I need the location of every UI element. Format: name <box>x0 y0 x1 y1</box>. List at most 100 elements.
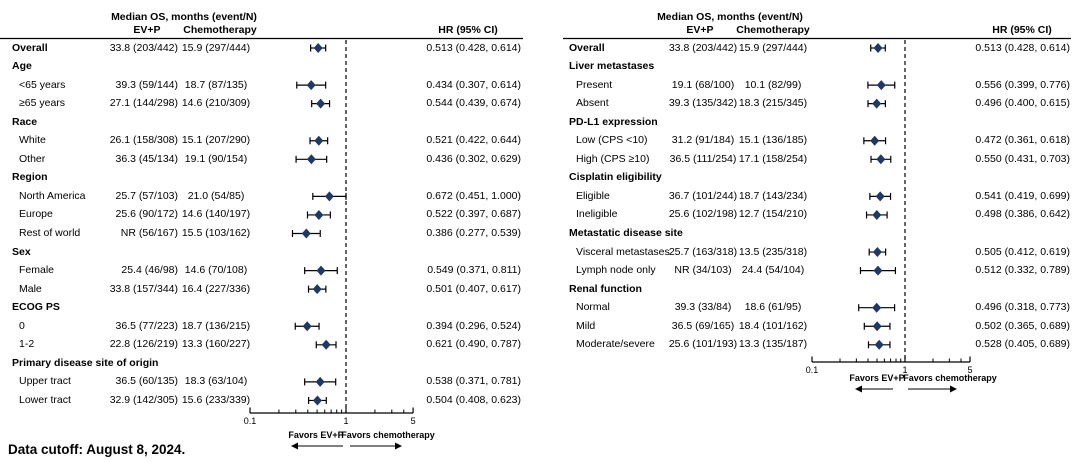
chemo-value: 18.7 (143/234) <box>738 189 808 202</box>
hr-diamond <box>312 395 322 406</box>
chemo-value: 16.4 (227/336) <box>181 282 251 295</box>
forest-panel-right: Median OS, months (event/N) EV+P Chemother… <box>540 0 1080 463</box>
chemo-value: 10.1 (82/99) <box>744 78 802 91</box>
hr-ci-value: 0.513 (0.428, 0.614) <box>426 41 521 54</box>
hr-marker <box>307 284 327 295</box>
chemo-value: 15.1 (207/290) <box>181 134 251 147</box>
evp-value: 31.2 (91/184) <box>671 134 735 147</box>
axis-tick-label: 0.1 <box>805 364 819 375</box>
hr-diamond <box>312 284 322 295</box>
hr-diamond <box>314 135 324 146</box>
row-label: Female <box>19 264 55 277</box>
evp-value: 36.5 (60/135) <box>115 375 178 388</box>
evp-value: 36.3 (45/134) <box>115 152 178 165</box>
hr-ci-value: 0.496 (0.318, 0.773) <box>975 301 1070 314</box>
hr-marker <box>295 154 328 165</box>
hr-diamond <box>872 98 882 109</box>
hr-diamond <box>315 376 325 387</box>
hr-ci-value: 0.528 (0.405, 0.689) <box>975 338 1070 351</box>
hr-marker <box>869 191 892 202</box>
evp-value: 22.8 (126/219) <box>109 338 178 351</box>
hr-marker <box>863 321 891 332</box>
hr-ci-value: 0.521 (0.422, 0.644) <box>426 134 521 147</box>
evp-value: 25.6 (90/172) <box>115 208 178 221</box>
favors-right-label: Favors chemotherapy <box>341 429 435 440</box>
row-label: ≥65 years <box>19 97 66 110</box>
row-label: Overall <box>569 41 605 54</box>
row-label: Europe <box>19 208 53 221</box>
hr-diamond <box>306 80 316 91</box>
hr-marker <box>315 339 337 350</box>
hr-ci-value: 0.513 (0.428, 0.614) <box>975 41 1070 54</box>
chemo-value: 14.6 (140/197) <box>181 208 251 221</box>
evp-value: 26.1 (158/308) <box>109 134 178 147</box>
col-header-evp: EV+P <box>133 24 161 36</box>
row-label: Liver metastases <box>569 60 655 73</box>
hr-ci-value: 0.538 (0.371, 0.781) <box>426 375 521 388</box>
hr-marker <box>306 209 331 220</box>
hr-ci-value: 0.541 (0.419, 0.699) <box>975 189 1070 202</box>
row-label: 1-2 <box>19 338 35 351</box>
evp-value: 32.9 (142/305) <box>109 393 178 406</box>
chemo-value: 18.7 (136/215) <box>181 319 251 332</box>
hr-diamond <box>872 302 882 313</box>
hr-diamond <box>872 209 882 220</box>
chemo-value: 18.6 (61/95) <box>744 301 802 314</box>
row-label: Eligible <box>576 189 610 202</box>
chemo-value: 19.1 (90/154) <box>184 152 248 165</box>
evp-value: 36.7 (101/244) <box>668 189 738 202</box>
axis-tick-label: 0.1 <box>243 415 257 426</box>
hr-marker <box>310 43 327 53</box>
axis-tick-label: 5 <box>967 364 973 375</box>
chemo-value: 14.6 (70/108) <box>184 264 248 277</box>
hr-ci-value: 0.549 (0.371, 0.811) <box>427 264 521 277</box>
evp-value: 36.5 (77/223) <box>115 319 178 332</box>
row-label: Renal function <box>569 282 642 295</box>
hr-marker <box>304 265 338 276</box>
evp-value: 39.3 (59/144) <box>115 78 178 91</box>
hr-diamond <box>873 43 883 53</box>
hr-ci-value: 0.386 (0.277, 0.539) <box>426 227 521 239</box>
evp-value: 33.8 (157/344) <box>109 282 178 295</box>
row-label: Metastatic disease site <box>569 227 683 239</box>
hr-ci-value: 0.436 (0.302, 0.629) <box>426 152 521 165</box>
row-label: Overall <box>12 41 48 54</box>
arrow-left-icon <box>291 442 298 450</box>
row-label: Rest of world <box>19 227 81 239</box>
row-label: Low (CPS <10) <box>576 134 648 147</box>
arrow-left-icon <box>855 385 862 393</box>
hr-marker <box>867 339 891 350</box>
hr-marker <box>312 191 347 202</box>
row-label: <65 years <box>19 78 66 91</box>
chemo-value: 13.3 (160/227) <box>181 338 251 351</box>
row-label: Age <box>12 60 32 73</box>
hr-ci-value: 0.472 (0.361, 0.618) <box>975 134 1070 147</box>
row-label: Other <box>19 152 46 165</box>
row-label: North America <box>19 189 86 202</box>
hr-ci-value: 0.394 (0.296, 0.524) <box>426 319 521 332</box>
chemo-value: 12.7 (154/210) <box>738 208 808 221</box>
hr-diamond <box>324 191 334 202</box>
hr-ci-value: 0.672 (0.451, 1.000) <box>426 189 521 202</box>
chemo-value: 18.3 (63/104) <box>184 375 248 388</box>
hr-ci-value: 0.512 (0.332, 0.789) <box>975 264 1070 277</box>
hr-diamond <box>302 321 312 332</box>
chemo-value: 15.5 (103/162) <box>181 227 251 239</box>
hr-ci-value: 0.502 (0.365, 0.689) <box>975 319 1070 332</box>
evp-value: NR (34/103) <box>674 264 732 277</box>
chemo-value: 17.1 (158/254) <box>738 152 808 165</box>
row-label: PD-L1 expression <box>569 115 658 128</box>
row-label: Primary disease site of origin <box>12 356 159 369</box>
chemo-value: 24.4 (54/104) <box>741 264 805 277</box>
favors-right-label: Favors chemotherapy <box>903 372 997 383</box>
row-label: Present <box>576 78 613 91</box>
chemo-value: 15.9 (297/444) <box>181 41 251 54</box>
hr-marker <box>308 395 327 406</box>
hr-ci-value: 0.501 (0.407, 0.617) <box>426 282 521 295</box>
hr-diamond <box>306 154 316 165</box>
hr-diamond <box>876 154 886 165</box>
evp-value: 36.5 (111/254) <box>669 152 737 165</box>
hr-marker <box>296 80 327 91</box>
row-label: Normal <box>576 301 610 314</box>
chemo-value: 21.0 (54/85) <box>187 189 245 202</box>
